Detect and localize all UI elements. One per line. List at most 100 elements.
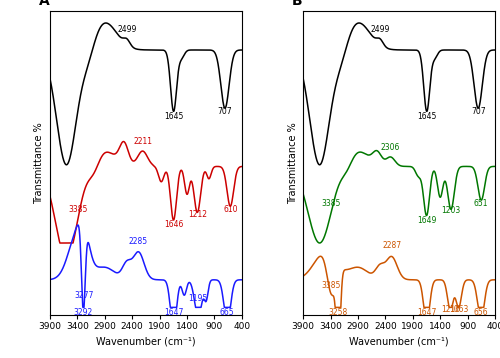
Res	[300, 77, 306, 81]
Res-AuNPs	[186, 184, 192, 188]
3x Res-AuNPs	[138, 253, 144, 257]
Text: 2285: 2285	[129, 237, 148, 246]
Text: 2287: 2287	[382, 241, 401, 250]
Text: 707: 707	[218, 107, 232, 116]
Res-GA-AuNP's	[300, 192, 306, 196]
Y-axis label: Transmittance %: Transmittance %	[34, 122, 44, 204]
Res-AuNPs	[128, 156, 134, 160]
X-axis label: Wavenumber (cm⁻¹): Wavenumber (cm⁻¹)	[96, 337, 196, 347]
Text: 2306: 2306	[381, 143, 400, 153]
Res	[224, 102, 230, 107]
Res	[440, 48, 446, 52]
Text: 1645: 1645	[164, 112, 184, 121]
3x Res-AuNPs	[75, 223, 81, 227]
3x Res-AuNPs	[233, 279, 239, 283]
Res	[476, 102, 482, 107]
3x Res-GA-AuNP's	[318, 254, 324, 258]
Res	[233, 49, 239, 54]
Text: 1212: 1212	[188, 209, 207, 218]
Line: 3x Res-AuNPs: 3x Res-AuNPs	[50, 225, 242, 308]
Text: A: A	[38, 0, 49, 8]
Res	[486, 49, 492, 54]
Text: 1646: 1646	[164, 220, 183, 229]
3x Res-GA-AuNP's	[300, 274, 306, 278]
Res	[316, 163, 322, 167]
Res-GA-AuNP's	[440, 187, 446, 191]
3x Res-AuNPs	[186, 280, 192, 285]
3x Res-GA-AuNP's	[392, 257, 398, 262]
Res-GA-AuNP's	[492, 164, 498, 169]
Res-GA-AuNP's	[486, 166, 492, 170]
Line: 3x Res-GA-AuNP's: 3x Res-GA-AuNP's	[303, 256, 495, 308]
Res-GA-AuNP's	[381, 157, 387, 161]
Text: 3385: 3385	[322, 199, 341, 208]
Text: 1203: 1203	[442, 207, 460, 216]
Text: 1216: 1216	[440, 305, 460, 314]
3x Res-AuNPs	[224, 305, 230, 310]
3x Res-GA-AuNP's	[492, 278, 498, 282]
Text: 651: 651	[474, 199, 488, 208]
Line: Res: Res	[303, 23, 495, 165]
Res	[64, 163, 70, 167]
Text: 707: 707	[471, 107, 486, 116]
Res-AuNPs	[224, 184, 230, 189]
Text: 1647: 1647	[417, 308, 436, 316]
Res-AuNPs	[239, 164, 245, 169]
Res	[138, 48, 144, 52]
Res	[239, 48, 245, 52]
Res	[356, 21, 362, 25]
Res-GA-AuNP's	[374, 149, 380, 153]
Text: 1645: 1645	[417, 112, 436, 121]
Res-GA-AuNP's	[476, 194, 482, 199]
3x Res-AuNPs	[47, 277, 53, 282]
Res-AuNPs	[233, 173, 239, 178]
Text: 3385: 3385	[68, 205, 88, 214]
Res-AuNPs	[57, 241, 63, 245]
Res-GA-AuNP's	[392, 158, 398, 162]
3x Res-AuNPs	[239, 278, 245, 282]
Text: 3385: 3385	[322, 281, 341, 290]
Res-AuNPs	[138, 149, 144, 154]
3x Res-AuNPs	[128, 257, 134, 261]
Text: 1649: 1649	[417, 216, 436, 225]
Res	[47, 77, 53, 81]
Text: 3292: 3292	[74, 308, 93, 316]
Text: 665: 665	[220, 308, 234, 316]
Y-axis label: Transmittance %: Transmittance %	[288, 122, 298, 204]
Res	[129, 44, 135, 48]
Res-AuNPs	[120, 139, 126, 144]
Text: 2211: 2211	[133, 137, 152, 146]
Text: 656: 656	[474, 308, 488, 316]
Res	[381, 42, 387, 46]
3x Res-AuNPs	[129, 256, 135, 260]
Res	[392, 48, 398, 52]
Res	[382, 44, 388, 48]
Text: 610: 610	[223, 205, 238, 214]
Text: 1195: 1195	[188, 294, 208, 303]
Text: 3258: 3258	[328, 308, 348, 316]
3x Res-GA-AuNP's	[382, 260, 388, 264]
3x Res-GA-AuNP's	[332, 305, 338, 310]
Res	[492, 48, 498, 52]
Line: Res: Res	[50, 23, 242, 165]
Text: 2499: 2499	[117, 25, 136, 34]
Text: 2499: 2499	[370, 25, 390, 34]
X-axis label: Wavenumber (cm⁻¹): Wavenumber (cm⁻¹)	[350, 337, 449, 347]
Res	[186, 48, 192, 52]
Res-GA-AuNP's	[316, 241, 322, 245]
3x Res-GA-AuNP's	[381, 261, 387, 265]
Res	[103, 21, 109, 25]
Line: Res-AuNPs: Res-AuNPs	[50, 141, 242, 243]
Text: 1063: 1063	[449, 305, 468, 314]
Text: 3277: 3277	[74, 291, 94, 300]
3x Res-GA-AuNP's	[476, 305, 482, 310]
Res-AuNPs	[47, 194, 53, 198]
3x Res-GA-AuNP's	[440, 278, 446, 282]
3x Res-GA-AuNP's	[486, 279, 492, 284]
Res-GA-AuNP's	[382, 157, 388, 161]
3x Res-AuNPs	[80, 305, 86, 310]
Res-AuNPs	[129, 158, 135, 163]
Text: B: B	[292, 0, 302, 8]
Res	[128, 42, 134, 46]
Text: 1647: 1647	[164, 308, 183, 316]
